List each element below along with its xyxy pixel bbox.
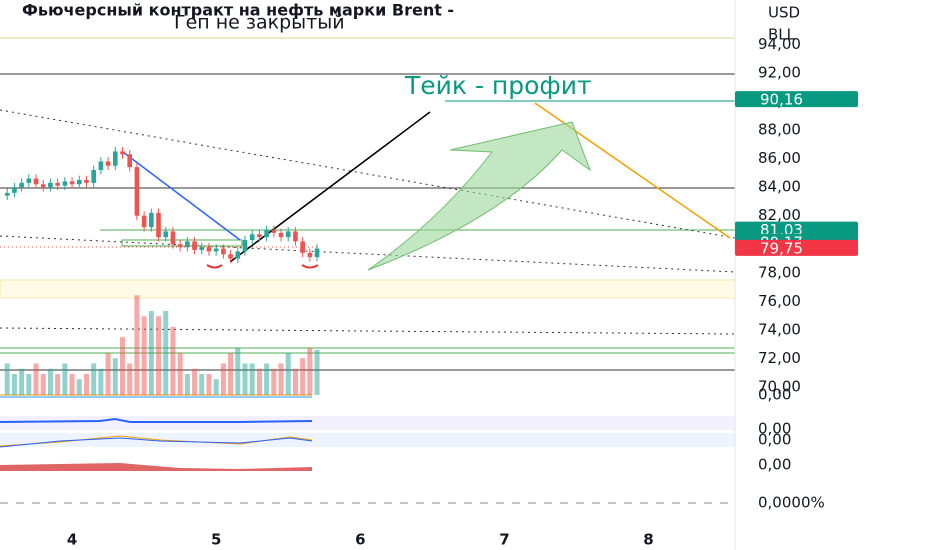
candle-body xyxy=(257,234,262,238)
candle-body xyxy=(213,248,219,252)
candle-body xyxy=(55,182,60,186)
candle-body xyxy=(228,254,233,259)
indicator-label: 0,00 xyxy=(758,431,791,449)
indicator-label: 0,00 xyxy=(758,420,791,438)
candle-body xyxy=(293,231,298,242)
indicator-pane xyxy=(0,433,735,447)
indicator-line xyxy=(0,435,313,447)
y-tick-label: 92,00 xyxy=(758,63,801,81)
annotation: Тейк - профит xyxy=(404,71,592,100)
candle-body xyxy=(264,230,269,238)
indicator-label: 0,0000% xyxy=(758,494,825,512)
candle-body xyxy=(141,215,147,228)
candle-body xyxy=(105,161,111,166)
y-tick-label: 84,00 xyxy=(758,178,801,196)
wave-line xyxy=(122,151,241,241)
y-tick-label: 70,00 xyxy=(758,378,801,396)
x-tick-label: 5 xyxy=(211,531,221,549)
indicator-bars xyxy=(0,463,312,471)
candle-body xyxy=(192,241,197,250)
unit: BLL xyxy=(768,26,796,44)
indicator-label: 0,00 xyxy=(758,386,791,404)
indicator-label: 0,00 xyxy=(758,456,791,474)
candle-body xyxy=(26,178,32,183)
candle-body xyxy=(76,180,82,185)
candle-body xyxy=(149,212,154,228)
y-tick-label: 88,00 xyxy=(758,121,801,139)
candle-body xyxy=(307,252,313,258)
x-tick-label: 6 xyxy=(355,531,365,549)
level-line xyxy=(0,327,736,335)
candle-body xyxy=(300,241,305,253)
candle-body xyxy=(69,181,75,185)
candle-body xyxy=(12,187,17,193)
arrow xyxy=(367,121,592,271)
indicator-line xyxy=(0,437,313,448)
candle-body xyxy=(127,154,133,168)
indicator-line xyxy=(0,417,313,423)
candle-body xyxy=(62,181,68,186)
trend-line xyxy=(0,235,736,273)
candle-body xyxy=(314,248,320,258)
y-tick-label: 86,00 xyxy=(758,149,801,167)
candle-body xyxy=(40,184,46,188)
candle-body xyxy=(185,241,190,248)
candle-body xyxy=(206,247,212,252)
candle-body xyxy=(134,167,140,216)
candle-body xyxy=(278,232,284,238)
wave-line xyxy=(229,111,431,263)
candle-body xyxy=(33,178,39,185)
candle-body xyxy=(91,170,96,183)
annotation: Геп не закрытый xyxy=(174,12,345,34)
y-tick-label: 74,00 xyxy=(758,321,801,339)
candle-body xyxy=(199,247,205,250)
price-badge xyxy=(735,221,858,238)
currency: USD xyxy=(768,4,800,22)
trend-line xyxy=(0,109,736,239)
x-tick-label: 8 xyxy=(643,531,653,549)
candle-body xyxy=(19,182,24,188)
candle-body xyxy=(271,230,277,233)
x-tick-label: 4 xyxy=(67,531,77,549)
price-badge xyxy=(735,91,858,108)
candle-body xyxy=(221,248,226,255)
y-tick-label: 78,00 xyxy=(758,263,801,281)
candle-body xyxy=(285,231,291,238)
candle-body xyxy=(98,161,104,170)
y-tick-label: 76,00 xyxy=(758,292,801,310)
candle-body xyxy=(177,244,183,248)
candle-body xyxy=(48,182,53,188)
candle-body xyxy=(235,251,241,259)
x-tick-label: 7 xyxy=(499,531,509,549)
indicator-pane xyxy=(0,416,735,430)
price-badge-label: 79,75 xyxy=(760,239,803,257)
y-tick-label: 72,00 xyxy=(758,349,801,367)
candle-body xyxy=(249,234,255,240)
candle-body xyxy=(163,231,169,238)
chart-title: Фьючерсный контракт на нефть марки Brent… xyxy=(22,1,454,20)
marker xyxy=(206,264,319,269)
y-tick-label: 82,00 xyxy=(758,206,801,224)
candle-body xyxy=(156,212,161,238)
price-badge xyxy=(735,239,858,256)
candle-body xyxy=(242,240,248,252)
price-badge-label: 90,16 xyxy=(760,91,803,109)
candle-body xyxy=(84,180,89,183)
zone xyxy=(0,279,736,299)
candle-body xyxy=(112,151,118,166)
candle-body xyxy=(4,192,10,196)
candle-body xyxy=(120,151,125,155)
candle-body xyxy=(170,231,176,245)
y-tick-label: 94,00 xyxy=(758,35,801,53)
